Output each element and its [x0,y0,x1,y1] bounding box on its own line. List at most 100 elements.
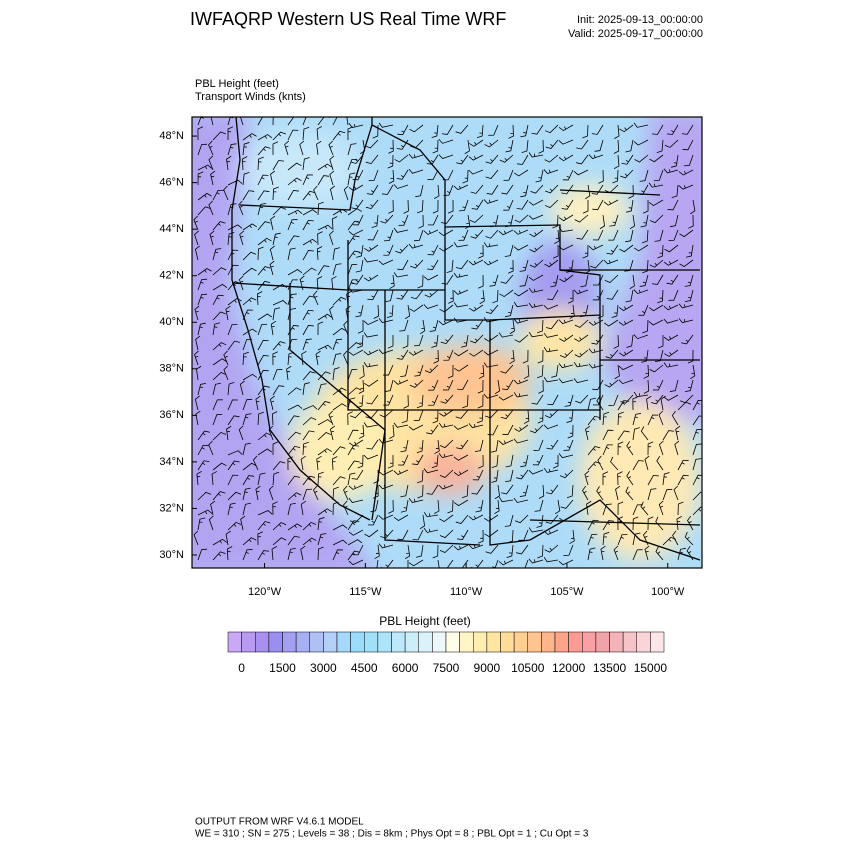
wind-barb [453,424,469,430]
wind-barb [227,264,239,276]
wind-barb [383,244,394,256]
wind-barb [227,126,234,141]
wind-barb [347,411,353,426]
wind-barb [348,184,364,192]
wind-barb [252,455,259,471]
wind-barb [363,332,379,338]
wind-barb [257,266,271,276]
wind-barb [227,381,235,396]
wind-barb [528,274,544,281]
wind-barb [394,154,409,163]
wind-barb [197,322,206,336]
wind-barb [576,229,589,240]
wind-barb [543,557,559,563]
wind-barb [366,394,379,405]
wind-barb [600,545,606,561]
wind-barb [487,424,499,436]
wind-barb [563,544,574,556]
wind-barb [239,380,245,396]
colorbar-box [513,631,528,653]
wind-barb [614,364,620,380]
wind-barb [633,122,649,128]
wind-barb [241,156,248,171]
wind-barb [332,117,338,126]
wind-barb [378,122,394,128]
wind-barb [441,559,454,568]
wind-barb [328,140,334,156]
wind-barb [378,438,394,444]
wind-barb [626,471,634,486]
wind-barb [516,154,529,165]
wind-barb [649,364,664,373]
wind-barb [683,154,694,167]
wind-barb [574,334,589,342]
wind-barb [648,182,664,188]
wind-barb [598,169,604,184]
wind-barb [317,224,333,231]
wind-barb [434,499,440,514]
wind-barb [395,244,409,254]
wind-barb [666,124,679,135]
wind-barb [416,439,424,454]
wind-barb [317,201,324,216]
wind-barb [488,124,499,136]
colorbar-box [323,631,338,653]
wind-barb [403,199,409,214]
wind-barb [409,379,424,388]
wind-barb [269,395,275,411]
wind-barb [197,509,213,516]
wind-barb [520,124,529,138]
wind-barb [470,229,484,239]
wind-barb [208,515,214,531]
wind-barb [574,319,589,328]
colorbar-box [336,631,351,653]
wind-barb [268,485,274,501]
wind-barb [684,379,694,392]
wind-barb [468,259,484,266]
wind-barb [561,184,574,195]
wind-barb [348,349,364,356]
wind-barb [286,365,292,381]
wind-barb [608,229,619,241]
wind-barb [492,289,499,304]
wind-barb [332,387,347,396]
wind-barb [287,293,297,306]
wind-barb [558,363,574,369]
wind-barb [535,169,544,183]
wind-barb [618,349,634,357]
wind-barb [328,410,334,426]
wind-barb [358,424,365,439]
wind-barb [227,203,237,216]
wind-barb [545,319,559,330]
wind-barb [528,302,544,308]
wind-barb [378,259,394,265]
wind-barb [651,274,664,285]
wind-barb [574,214,589,223]
wind-barb [573,361,589,368]
wind-barb [455,259,469,270]
wind-barb [423,511,439,518]
wind-barb [257,237,272,246]
wind-barb [194,245,200,261]
wind-barb [483,349,499,356]
wind-barb [332,549,343,561]
wind-barb [317,401,331,411]
wind-barb [523,364,530,379]
colorbar-tick-label: 12000 [552,661,586,675]
wind-barb [331,216,338,231]
wind-barb [415,184,424,198]
wind-barb [545,514,559,524]
wind-barb [317,471,324,486]
wind-barb [227,474,239,486]
wind-barb [558,319,574,325]
wind-barb [470,184,484,194]
wind-barb [332,539,348,546]
colorbar-box [500,631,515,653]
wind-barb [514,424,529,432]
wind-barb [455,124,469,134]
wind-barb [468,544,484,550]
wind-barb [546,484,559,495]
wind-barb [500,409,514,420]
wind-barb [536,364,544,379]
wind-barb [639,169,649,182]
